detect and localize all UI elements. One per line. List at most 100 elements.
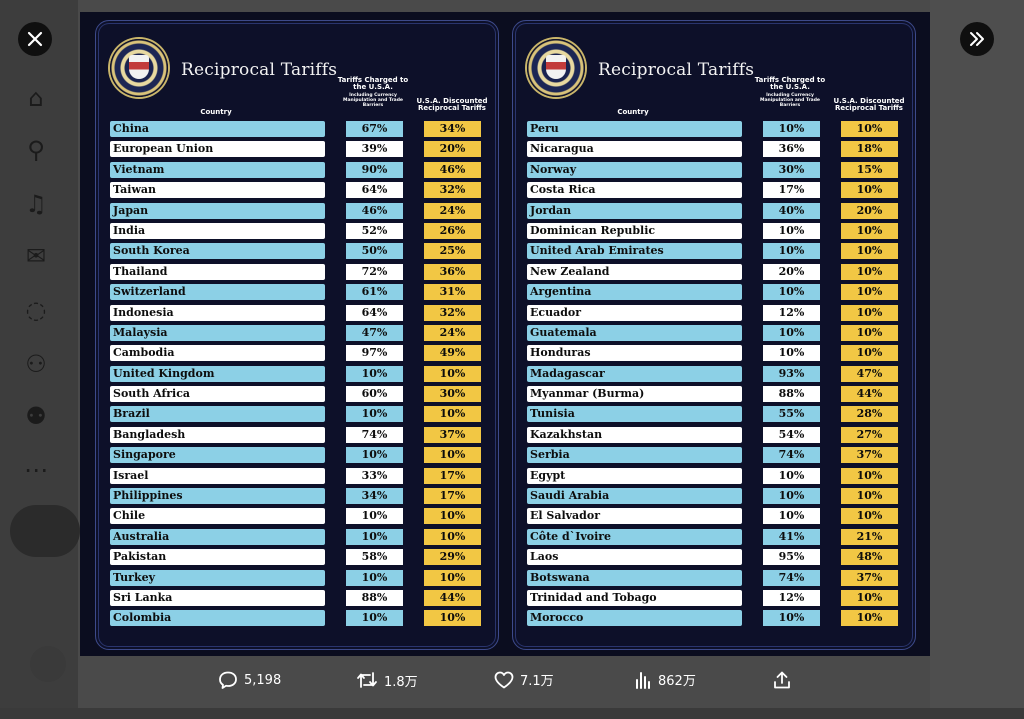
mail-icon: ✉ [25, 242, 47, 270]
charged-cell: 41% [763, 528, 820, 545]
country-cell: Kazakhstan [527, 426, 742, 443]
profile-icon: ⚉ [25, 402, 47, 430]
charged-cell: 10% [763, 508, 820, 525]
table-row: New Zealand 20% 10% [527, 263, 907, 283]
country-cell: European Union [110, 141, 325, 158]
post-button [10, 505, 80, 557]
country-cell: Pakistan [110, 549, 325, 566]
charged-cell: 55% [763, 406, 820, 423]
tariff-image[interactable]: Reciprocal Tariffs Country Tariffs Charg… [80, 12, 930, 656]
country-cell: South Korea [110, 243, 325, 260]
like-count: 7.1万 [520, 674, 554, 689]
discounted-cell: 10% [841, 324, 898, 341]
charged-cell: 10% [763, 345, 820, 362]
charged-cell: 10% [346, 610, 403, 627]
discounted-cell: 46% [424, 161, 481, 178]
tariff-table: Peru 10% 10% Nicaragua 36% 18% Norway 30% 15% Cos… [527, 120, 907, 630]
charged-cell: 10% [763, 243, 820, 260]
charged-cell: 50% [346, 243, 403, 260]
discounted-cell: 20% [841, 202, 898, 219]
discounted-cell: 37% [841, 447, 898, 464]
close-button[interactable] [18, 22, 52, 56]
discounted-cell: 36% [424, 263, 481, 280]
country-cell: Switzerland [110, 284, 325, 301]
charged-cell: 10% [346, 508, 403, 525]
charged-cell: 10% [763, 121, 820, 137]
country-cell: Peru [527, 121, 742, 137]
country-cell: Japan [110, 202, 325, 219]
header-charged: Tariffs Charged to the U.S.A. Including … [754, 76, 826, 109]
country-cell: Côte d`Ivoire [527, 528, 742, 545]
charged-cell: 74% [763, 569, 820, 586]
table-row: Myanmar (Burma) 88% 44% [527, 385, 907, 405]
reply-button[interactable]: 5,198 [218, 670, 281, 690]
table-row: China 67% 34% [110, 120, 490, 140]
charged-cell: 58% [346, 549, 403, 566]
bar-chart-icon [636, 671, 650, 689]
like-button[interactable]: 7.1万 [494, 670, 554, 689]
panel-title: Reciprocal Tariffs [598, 60, 755, 80]
search-icon: ⚲ [27, 136, 45, 164]
presidential-seal [110, 39, 168, 97]
discounted-cell: 18% [841, 141, 898, 158]
charged-cell: 60% [346, 386, 403, 403]
country-cell: Philippines [110, 488, 325, 505]
discounted-cell: 10% [841, 284, 898, 301]
bell-icon: ♫ [25, 190, 47, 218]
discounted-cell: 10% [841, 610, 898, 627]
discounted-cell: 24% [424, 324, 481, 341]
charged-cell: 36% [763, 141, 820, 158]
discounted-cell: 49% [424, 345, 481, 362]
discounted-cell: 10% [841, 345, 898, 362]
discounted-cell: 10% [424, 528, 481, 545]
country-cell: Thailand [110, 263, 325, 280]
discounted-cell: 21% [841, 528, 898, 545]
charged-cell: 74% [763, 447, 820, 464]
country-cell: Costa Rica [527, 182, 742, 199]
repost-count: 1.8万 [384, 674, 418, 690]
charged-cell: 72% [346, 263, 403, 280]
country-cell: Vietnam [110, 161, 325, 178]
table-row: European Union 39% 20% [110, 140, 490, 160]
table-row: Laos 95% 48% [527, 548, 907, 568]
table-row: Dominican Republic 10% 10% [527, 222, 907, 242]
discounted-cell: 20% [424, 141, 481, 158]
expand-button[interactable] [960, 22, 994, 56]
country-cell: Myanmar (Burma) [527, 386, 742, 403]
views-button[interactable]: 862万 [634, 670, 696, 689]
share-button[interactable] [772, 670, 792, 690]
charged-cell: 30% [763, 161, 820, 178]
discounted-cell: 48% [841, 549, 898, 566]
charged-cell: 93% [763, 365, 820, 382]
discounted-cell: 10% [424, 569, 481, 586]
charged-cell: 20% [763, 263, 820, 280]
discounted-cell: 31% [424, 284, 481, 301]
country-cell: China [110, 121, 325, 137]
table-row: Colombia 10% 10% [110, 609, 490, 629]
discounted-cell: 44% [841, 386, 898, 403]
charged-cell: 10% [346, 365, 403, 382]
discounted-cell: 10% [841, 121, 898, 137]
charged-cell: 12% [763, 589, 820, 606]
table-row: Switzerland 61% 31% [110, 283, 490, 303]
avatar [30, 646, 66, 682]
charged-cell: 74% [346, 426, 403, 443]
table-row: United Arab Emirates 10% 10% [527, 242, 907, 262]
table-row: Japan 46% 24% [110, 202, 490, 222]
charged-cell: 10% [763, 610, 820, 627]
share-icon [774, 671, 790, 689]
charged-cell: 40% [763, 202, 820, 219]
repost-button[interactable]: 1.8万 [356, 670, 418, 690]
country-cell: Honduras [527, 345, 742, 362]
table-row: Tunisia 55% 28% [527, 405, 907, 425]
discounted-cell: 10% [424, 508, 481, 525]
charged-cell: 17% [763, 182, 820, 199]
charged-cell: 10% [346, 406, 403, 423]
table-row: Sri Lanka 88% 44% [110, 589, 490, 609]
charged-cell: 10% [346, 447, 403, 464]
views-count: 862万 [658, 674, 696, 689]
reply-count: 5,198 [244, 672, 282, 688]
table-row: Ecuador 12% 10% [527, 304, 907, 324]
discounted-cell: 10% [841, 304, 898, 321]
discounted-cell: 17% [424, 488, 481, 505]
